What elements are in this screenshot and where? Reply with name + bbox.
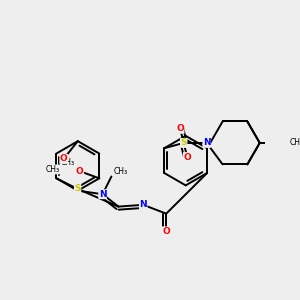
Text: O: O xyxy=(176,124,184,133)
Text: N: N xyxy=(99,190,106,199)
Text: CH₃: CH₃ xyxy=(290,138,300,147)
Text: N: N xyxy=(140,200,147,209)
Text: CH₃: CH₃ xyxy=(113,167,127,176)
Text: S: S xyxy=(180,138,187,147)
Text: O: O xyxy=(162,227,170,236)
Text: N: N xyxy=(203,138,211,147)
Text: O: O xyxy=(76,167,84,176)
Text: CH₃: CH₃ xyxy=(60,158,74,167)
Text: O: O xyxy=(60,154,68,163)
Text: S: S xyxy=(74,184,81,194)
Text: CH₃: CH₃ xyxy=(46,165,60,174)
Text: O: O xyxy=(183,153,191,162)
